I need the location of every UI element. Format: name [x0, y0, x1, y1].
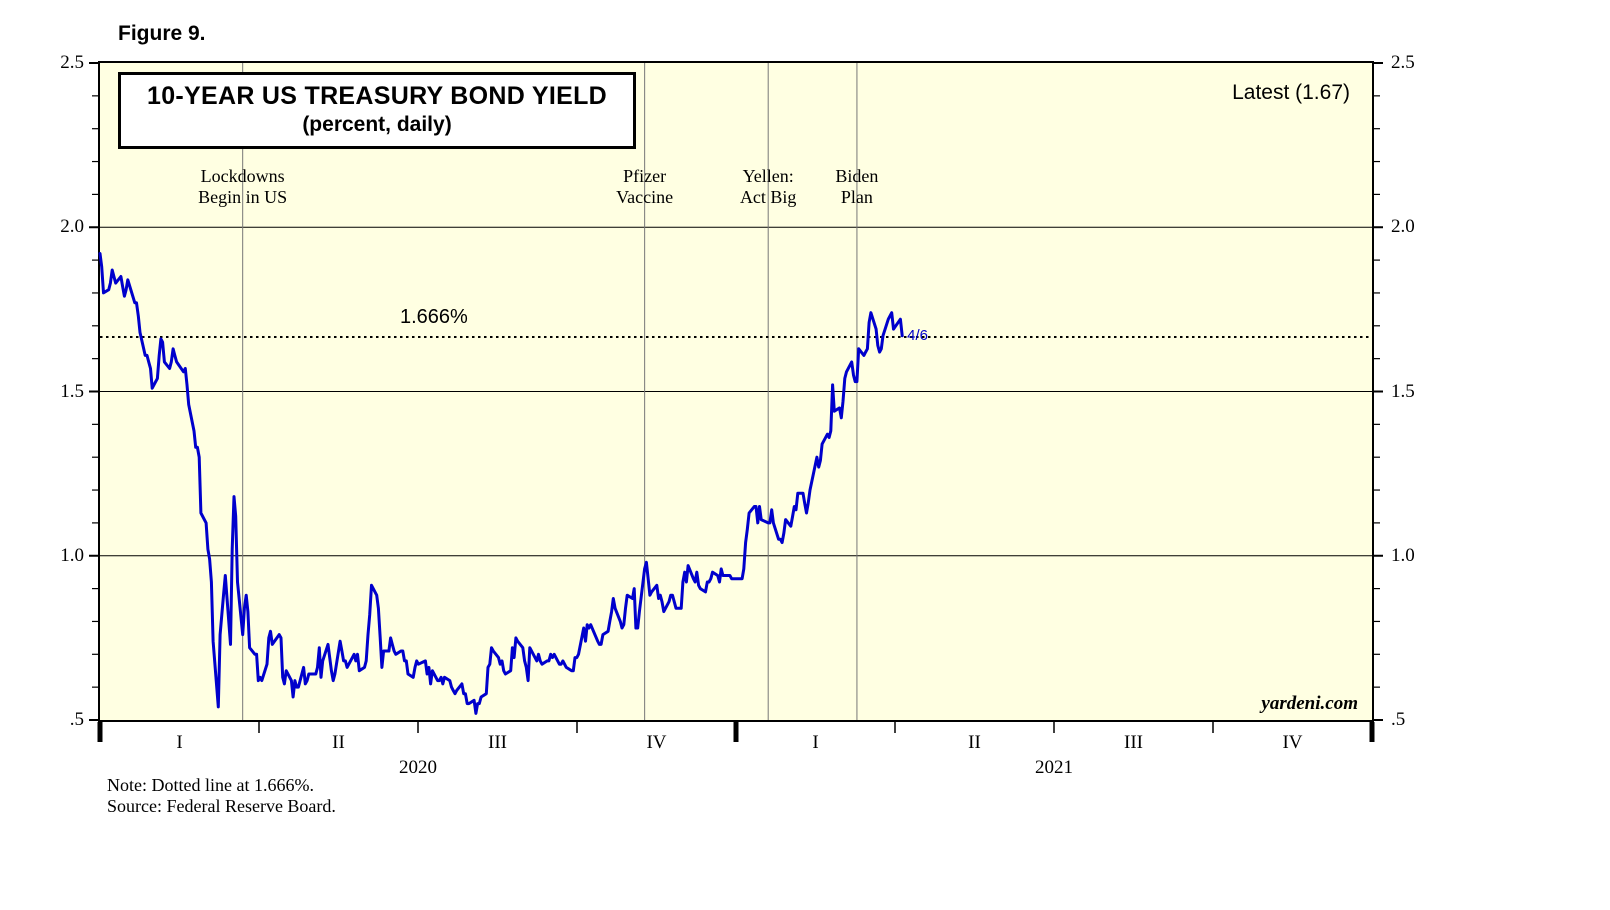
y-axis-labels-right: 2.5 2.0 1.5 1.0 .5	[1384, 52, 1438, 730]
y-tick-label: 2.0	[60, 216, 84, 238]
x-year-label: 2020	[399, 757, 437, 778]
last-point-date-label: 4/6	[907, 326, 929, 344]
chart-subtitle: (percent, daily)	[302, 113, 452, 136]
y-tick-label: 2.5	[1391, 52, 1415, 73]
x-quarter-label: III	[488, 732, 507, 753]
y-tick-label: 2.0	[1391, 216, 1415, 238]
x-quarter-label: II	[968, 732, 981, 753]
y-tick-label: 1.0	[60, 544, 84, 566]
reference-line-label: 1.666%	[400, 305, 468, 328]
y-tick-label: .5	[69, 709, 84, 730]
x-quarter-label: II	[332, 732, 345, 753]
y-axis-labels-left: 2.5 2.0 1.5 1.0 .5	[40, 52, 90, 730]
y-tick-label: 1.5	[1391, 380, 1415, 402]
x-quarter-label: IV	[646, 732, 667, 753]
watermark-yardeni: yardeni.com	[1261, 693, 1358, 714]
x-quarter-label: III	[1124, 732, 1143, 753]
chart-title: 10-YEAR US TREASURY BOND YIELD	[146, 82, 607, 110]
figure-label: Figure 9.	[118, 22, 206, 45]
note-text: Note: Dotted line at 1.666%.	[107, 775, 314, 795]
footnotes: Note: Dotted line at 1.666%. Source: Fed…	[107, 775, 336, 817]
y-tick-label: .5	[1391, 709, 1406, 730]
y-tick-label: 2.5	[60, 52, 84, 73]
chart-canvas	[89, 62, 1383, 742]
chart-frame: Lockdowns Begin in US Pfizer Vaccine Yellen:…	[89, 61, 1383, 742]
x-year-label: 2021	[1035, 757, 1073, 778]
latest-value-label: Latest (1.67)	[1232, 81, 1350, 104]
source-text: Source: Federal Reserve Board.	[107, 796, 336, 816]
y-tick-label: 1.5	[60, 380, 84, 402]
x-axis-labels: I II III IV 2020 I II III IV 2021	[100, 720, 1372, 784]
x-quarter-label: I	[176, 732, 183, 753]
x-quarter-label: I	[812, 732, 819, 753]
title-box: 10-YEAR US TREASURY BOND YIELD (percent,…	[118, 72, 636, 149]
x-quarter-label: IV	[1282, 732, 1303, 753]
y-tick-label: 1.0	[1391, 544, 1415, 566]
